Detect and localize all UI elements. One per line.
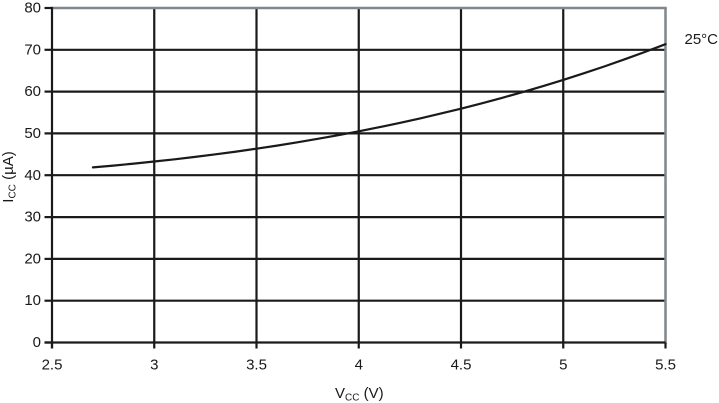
svg-text:5: 5 [559,357,567,374]
svg-text:3: 3 [150,357,158,374]
svg-text:30: 30 [24,209,41,226]
svg-text:5.5: 5.5 [655,357,676,374]
svg-text:0: 0 [33,334,41,351]
svg-text:50: 50 [24,125,41,142]
svg-text:2.5: 2.5 [42,357,63,374]
svg-text:4: 4 [355,357,363,374]
svg-text:20: 20 [24,250,41,267]
svg-text:60: 60 [24,83,41,100]
svg-text:40: 40 [24,167,41,184]
svg-text:80: 80 [24,0,41,17]
svg-text:3.5: 3.5 [246,357,267,374]
svg-text:70: 70 [24,41,41,58]
svg-text:10: 10 [24,292,41,309]
svg-text:4.5: 4.5 [451,357,472,374]
svg-text:25°C: 25°C [685,31,719,48]
svg-text:VCC (V): VCC (V) [335,385,384,403]
